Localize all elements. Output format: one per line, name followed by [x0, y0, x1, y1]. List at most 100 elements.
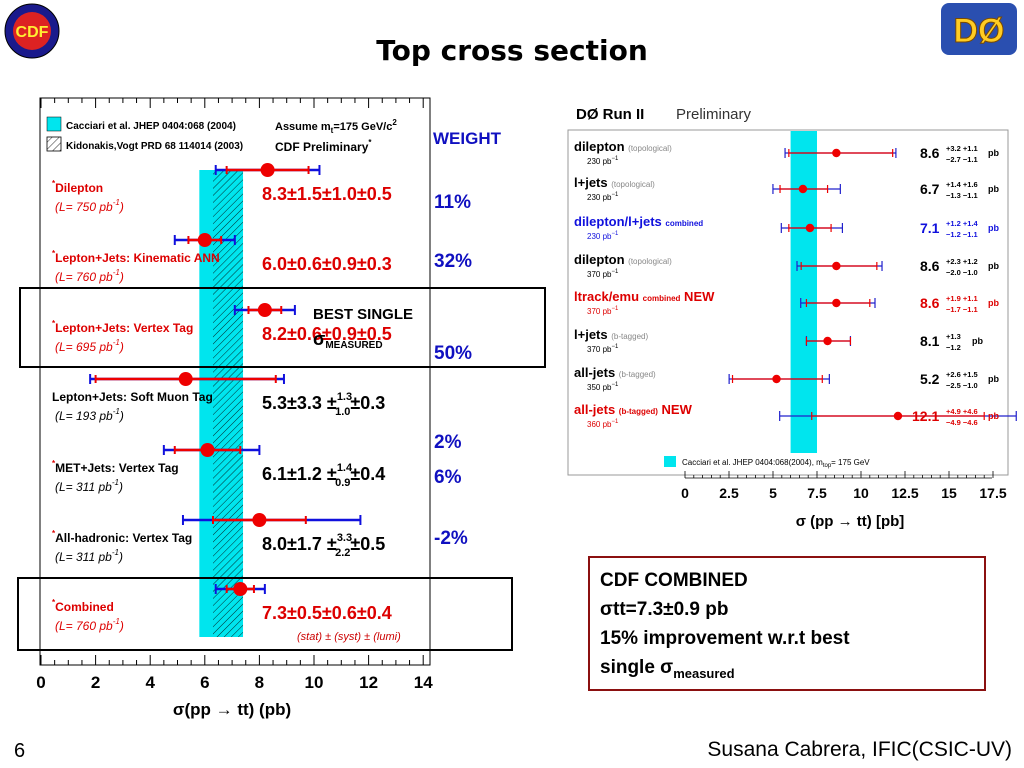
d0-measurement-value: 12.1 [912, 408, 939, 424]
measurement-value: 8.2±0.6±0.9±0.5 [262, 324, 392, 344]
d0-data-point [832, 261, 841, 271]
cdf-row: *All-hadronic: Vertex Tag (L= 311 pb-1) 8.… [52, 513, 385, 564]
cdf-preliminary-label: CDF Preliminary* [275, 138, 372, 154]
cdf-row: *Lepton+Jets: Kinematic ANN (L= 760 pb-1)… [52, 233, 392, 284]
d0-measurement-rows: dilepton (topological) 230 pb−1 8.6 +3.2 +1… [574, 139, 1017, 429]
d0-unit: pb [988, 298, 999, 308]
x-tick-label: 4 [145, 673, 155, 692]
data-point [200, 443, 215, 457]
measurement-value: 8.0±1.7 ±3.3 2.2±0.5 [262, 532, 385, 559]
measurement-value: 7.3±0.5±0.6±0.4 [262, 603, 392, 623]
weight-value: 50% [434, 343, 472, 364]
measurement-label: *All-hadronic: Vertex Tag [52, 529, 192, 545]
summary-line-1: CDF COMBINED [600, 570, 748, 591]
d0-unit: pb [988, 223, 999, 233]
d0-error-down: −2.0 −1.0 [946, 268, 978, 277]
d0-lumi-label: 360 pb−1 [587, 419, 619, 429]
x-tick-label: 8 [255, 673, 264, 692]
d0-measurement-value: 7.1 [920, 220, 940, 236]
lumi-label: (L= 760 pb-1) [55, 268, 124, 284]
measurement-value: 5.3±3.3 ±1.3 1.0±0.3 [262, 391, 385, 418]
d0-measurement-label: ltrack/emu combined NEW [574, 289, 715, 304]
d0-data-point [823, 336, 832, 346]
lumi-label: (L= 193 pb-1) [55, 407, 124, 423]
d0-measurement-label: dilepton (topological) [574, 139, 672, 154]
d0-error-up: +1.2 +1.4 [946, 219, 979, 228]
d0-logo: DØ [941, 3, 1017, 55]
measurement-label: *Lepton+Jets: Vertex Tag [52, 319, 193, 335]
x-tick-label: 14 [414, 673, 433, 692]
weight-value: 32% [434, 251, 472, 272]
d0-legend-band-swatch [664, 456, 676, 467]
d0-data-point [798, 184, 808, 194]
cdf-row: *MET+Jets: Vertex Tag (L= 311 pb-1) 6.1±1.… [52, 443, 385, 494]
d0-data-point [832, 148, 841, 158]
d0-unit: pb [988, 411, 999, 421]
theory-hatch-band [212, 170, 244, 637]
weight-header: WEIGHT [433, 129, 502, 148]
cdf-x-axis-label: σ(pp → tt) (pb) [173, 700, 291, 719]
summary-line-4: single σmeasured [600, 657, 735, 681]
d0-frame [567, 129, 1009, 476]
d0-measurement-label: all-jets (b-tagged) [574, 365, 656, 380]
measurement-label: Lepton+Jets: Soft Muon Tag [52, 390, 213, 404]
d0-row: ltrack/emu combined NEW 370 pb−1 8.6 +1.9 +… [574, 289, 999, 316]
theory-band-layer [199, 170, 244, 637]
d0-lumi-label: 230 pb−1 [587, 231, 619, 241]
legend-hatch-swatch [46, 136, 62, 152]
data-point [178, 372, 193, 386]
d0-x-tick-label: 15 [941, 485, 957, 501]
best-single-label: BEST SINGLE [313, 306, 413, 323]
d0-x-tick-label: 0 [681, 485, 689, 501]
d0-measurement-value: 5.2 [920, 371, 940, 387]
author-credit: Susana Cabrera, IFIC(CSIC-UV) [707, 738, 1012, 761]
stat-syst-lumi-label: (stat) ± (syst) ± (lumi) [297, 631, 401, 643]
d0-lumi-label: 370 pb−1 [587, 269, 619, 279]
measurement-label: *MET+Jets: Vertex Tag [52, 459, 179, 475]
measurement-label: *Lepton+Jets: Kinematic ANN [52, 249, 220, 265]
d0-row: all-jets (b-tagged) NEW 360 pb−1 12.1 +4.9 … [574, 402, 1017, 429]
slide-title: Top cross section [376, 34, 648, 67]
d0-chart-title: DØ Run II [576, 106, 644, 123]
cdf-logo-text: CDF [16, 24, 49, 41]
x-tick-label: 10 [305, 673, 324, 692]
cdf-chart: 0 2 4 6 8 10 12 14 Cacciari et al. JHEP 0404:06… [17, 97, 546, 719]
d0-error-down: −2.5 −1.0 [946, 381, 978, 390]
d0-row: dilepton/l+jets combined 230 pb−1 7.1 +1.2 … [574, 214, 999, 241]
d0-row: dilepton (topological) 370 pb−1 8.6 +2.3 +1… [574, 252, 999, 279]
d0-data-point [832, 298, 841, 308]
cdf-row: *Lepton+Jets: Vertex Tag (L= 695 pb-1) 8.2… [52, 303, 392, 354]
x-tick-label: 0 [36, 673, 45, 692]
d0-measurement-label: dilepton (topological) [574, 252, 672, 267]
d0-error-down: −1.7 −1.1 [946, 305, 978, 314]
lumi-label: (L= 311 pb-1) [55, 478, 123, 494]
d0-error-down: −4.9 −4.6 [946, 418, 978, 427]
cdf-measurement-rows: *Dilepton (L= 750 pb-1) 8.3±1.5±1.0±0.5 *Le… [52, 163, 392, 633]
d0-measurement-label: l+jets (topological) [574, 175, 655, 190]
measurement-label: *Combined [52, 598, 114, 614]
d0-error-down: −1.2 [946, 343, 961, 352]
cdf-combined-summary: CDF COMBINED σtt=7.3±0.9 pb 15% improvem… [588, 556, 986, 691]
d0-measurement-value: 8.6 [920, 258, 940, 274]
d0-x-tick-label: 5 [769, 485, 777, 501]
d0-legend-band-label: Cacciari et al. JHEP 0404:068(2004), mto… [682, 458, 870, 469]
data-point [260, 163, 275, 177]
d0-error-down: −1.2 −1.1 [946, 230, 978, 239]
cdf-row: *Dilepton (L= 750 pb-1) 8.3±1.5±1.0±0.5 [52, 163, 392, 214]
lumi-label: (L= 311 pb-1) [55, 548, 123, 564]
d0-data-point [805, 223, 815, 233]
weight-value: 6% [434, 467, 462, 488]
d0-measurement-value: 8.1 [920, 333, 940, 349]
lumi-label: (L= 695 pb-1) [55, 338, 124, 354]
measurement-value: 8.3±1.5±1.0±0.5 [262, 184, 392, 204]
slide-number: 6 [14, 740, 26, 762]
d0-error-up: +1.4 +1.6 [946, 180, 978, 189]
weight-value: 11% [434, 192, 471, 213]
data-point [197, 233, 212, 247]
x-tick-label: 6 [200, 673, 209, 692]
cdf-axis-ticks: 0 2 4 6 8 10 12 14 [36, 98, 433, 692]
d0-error-up: +2.3 +1.2 [946, 257, 978, 266]
d0-x-tick-label: 2.5 [719, 485, 739, 501]
d0-row: all-jets (b-tagged) 350 pb−1 5.2 +2.6 +1.5 −… [574, 365, 999, 392]
d0-lumi-label: 350 pb−1 [587, 382, 619, 392]
